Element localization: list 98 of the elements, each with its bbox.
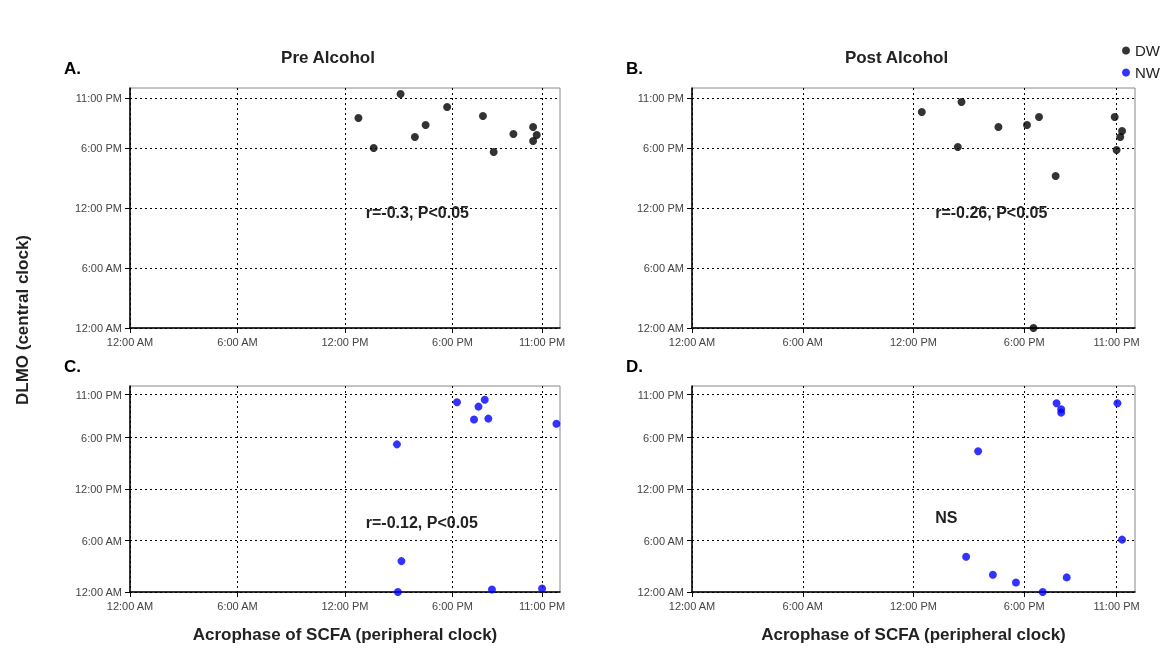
- point: [538, 584, 547, 593]
- point: [1052, 399, 1061, 408]
- y-tick-label: 12:00 PM: [74, 202, 122, 214]
- x-axis-title: Acrophase of SCFA (peripheral clock): [761, 625, 1066, 644]
- point: [396, 90, 405, 98]
- x-tick-label: 12:00 AM: [668, 599, 716, 612]
- y-tick-label: 6:00 PM: [643, 142, 684, 154]
- y-tick-label: 11:00 PM: [637, 388, 684, 401]
- point: [369, 144, 378, 152]
- x-tick-label: 6:00 PM: [1003, 599, 1045, 612]
- point: [392, 440, 401, 449]
- y-tick-label: 11:00 PM: [75, 388, 122, 401]
- point: [988, 570, 997, 579]
- point: [974, 447, 983, 456]
- y-tick-label: 11:00 PM: [637, 92, 684, 104]
- x-tick-label: 11:00 PM: [1093, 599, 1140, 612]
- y-axis-title: DLMO (central clock): [13, 234, 33, 406]
- point: [443, 103, 452, 111]
- text: D.: [626, 357, 643, 376]
- point: [470, 415, 478, 424]
- y-tick-label: 12:00 PM: [636, 483, 684, 495]
- y-tick-label: 11:00 PM: [75, 92, 122, 104]
- point: [532, 131, 541, 139]
- x-tick-label: 6:00 AM: [217, 599, 258, 612]
- y-tick-label: 12:00 AM: [637, 586, 684, 598]
- y-tick-label: 6:00 PM: [643, 431, 684, 444]
- text: A.: [64, 59, 81, 78]
- x-tick-label: 12:00 PM: [889, 599, 938, 612]
- point: [480, 395, 489, 404]
- x-tick-label: 12:00 AM: [668, 335, 716, 348]
- y-tick-label: 6:00 AM: [643, 534, 684, 547]
- point: [552, 419, 561, 428]
- point: [1011, 578, 1020, 587]
- point: [962, 552, 971, 561]
- x-tick-label: 6:00 AM: [782, 599, 823, 612]
- x-tick-label: 6:00 AM: [782, 335, 823, 348]
- x-tick-label: 11:00 PM: [518, 335, 566, 348]
- annotation: r=-0.12, P<0.05: [365, 513, 478, 531]
- point: [1110, 113, 1119, 121]
- point: [957, 98, 966, 106]
- point: [529, 137, 538, 145]
- y-tick-label: 12:00 PM: [74, 483, 122, 495]
- point: [474, 402, 483, 411]
- point: [397, 557, 406, 566]
- point: [917, 108, 926, 116]
- point: [489, 148, 498, 156]
- y-tick-label: 6:00 PM: [81, 431, 122, 444]
- point: [1113, 399, 1122, 408]
- x-tick-label: 6:00 PM: [1003, 335, 1045, 348]
- x-tick-label: 11:00 PM: [518, 599, 566, 612]
- point: [393, 588, 402, 596]
- y-tick-label: 12:00 AM: [75, 322, 122, 334]
- point: [484, 414, 493, 423]
- x-tick-label: 12:00 PM: [321, 599, 369, 612]
- y-tick-label: 6:00 PM: [81, 142, 122, 154]
- x-tick-label: 6:00 AM: [217, 335, 258, 348]
- point: [1116, 133, 1125, 141]
- y-tick-label: 12:00 PM: [636, 202, 684, 214]
- x-tick-label: 12:00 PM: [889, 335, 938, 348]
- annotation: r=-0.3, P<0.05: [365, 203, 470, 221]
- point: [487, 585, 496, 594]
- point: [478, 112, 487, 120]
- x-axis-title: Acrophase of SCFA (peripheral clock): [192, 625, 498, 644]
- point: [1118, 535, 1127, 544]
- y-tick-label: 6:00 AM: [643, 262, 684, 274]
- legend-label: NW: [1135, 64, 1161, 81]
- point: [452, 398, 461, 407]
- legend-label: DW: [1135, 42, 1161, 59]
- point: [529, 123, 538, 131]
- point: [410, 133, 419, 141]
- text: B.: [626, 59, 643, 78]
- chart-title: Post Alcohol: [844, 48, 949, 67]
- point: [953, 143, 962, 151]
- point: [1038, 588, 1047, 596]
- x-tick-label: 11:00 PM: [1093, 335, 1140, 348]
- point: [1035, 113, 1044, 121]
- x-tick-label: 12:00 AM: [106, 599, 154, 612]
- annotation: r=-0.26, P<0.05: [935, 203, 1048, 221]
- point: [509, 130, 518, 138]
- x-tick-label: 6:00 PM: [432, 599, 473, 612]
- x-tick-label: 12:00 AM: [106, 335, 154, 348]
- y-tick-label: 6:00 AM: [81, 262, 122, 274]
- point: [994, 123, 1003, 131]
- text: C.: [64, 357, 81, 376]
- point: [1029, 324, 1038, 332]
- y-tick-label: 12:00 AM: [75, 586, 122, 598]
- point: [421, 121, 430, 129]
- chart-title: Pre Alcohol: [281, 48, 375, 67]
- point: [1023, 121, 1032, 129]
- y-tick-label: 6:00 AM: [81, 534, 122, 547]
- x-tick-label: 6:00 PM: [432, 335, 473, 348]
- point: [1062, 573, 1071, 582]
- point: [1112, 146, 1121, 154]
- y-tick-label: 12:00 AM: [637, 322, 684, 334]
- point: [1051, 172, 1060, 180]
- x-tick-label: 12:00 PM: [321, 335, 369, 348]
- annotation: NS: [935, 508, 958, 526]
- point: [354, 114, 363, 122]
